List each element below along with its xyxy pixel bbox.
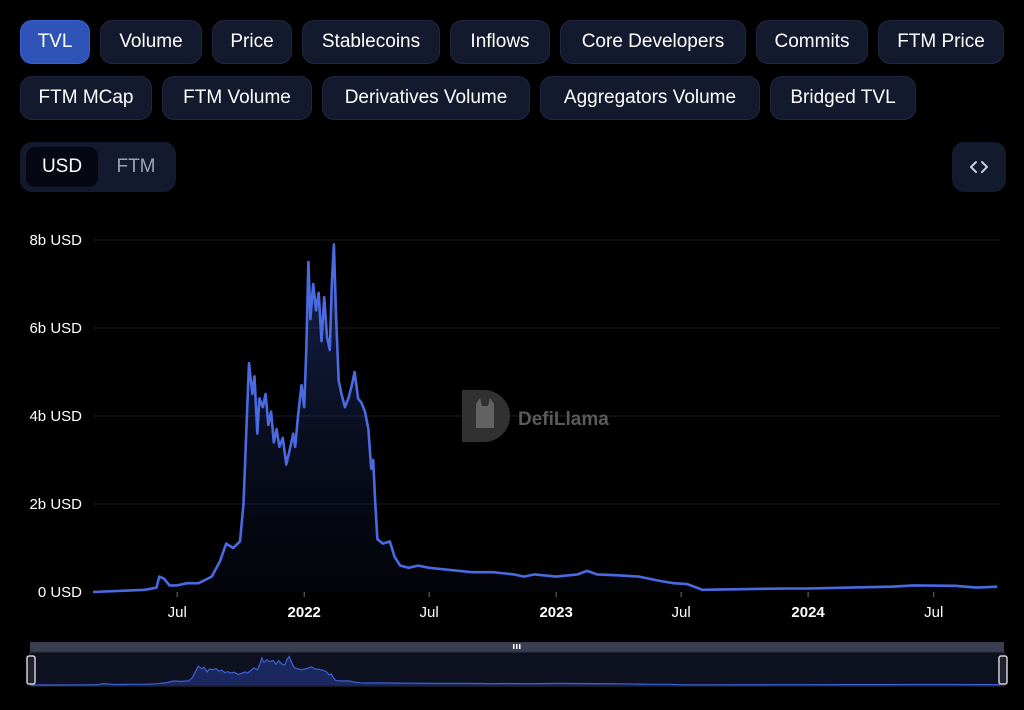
range-selector-preview-area [31,656,1000,685]
y-tick-label: 8b USD [29,232,82,249]
drag-grip-icon[interactable] [513,644,521,649]
watermark: DefiLlama [462,390,609,442]
code-brackets-icon [970,161,988,173]
x-tick-label: Jul [420,604,439,621]
tab-inflows[interactable]: Inflows [450,20,550,64]
tab-derivatives-volume[interactable]: Derivatives Volume [322,76,530,120]
y-tick-label: 6b USD [29,320,82,337]
denomination-usd-option[interactable]: USD [26,147,98,187]
tab-commits[interactable]: Commits [756,20,868,64]
tab-ftm-mcap[interactable]: FTM MCap [20,76,152,120]
tab-bridged-tvl[interactable]: Bridged TVL [770,76,916,120]
tab-ftm-volume[interactable]: FTM Volume [162,76,312,120]
x-tick-label: 2023 [539,604,572,621]
x-tick-label: Jul [168,604,187,621]
x-tick-label: Jul [924,604,943,621]
watermark-text: DefiLlama [518,409,609,430]
x-tick-label: 2024 [791,604,825,621]
tvl-series-line [92,243,998,594]
y-tick-label: 2b USD [29,496,82,513]
range-selector-preview-line [30,655,1000,686]
tab-volume[interactable]: Volume [100,20,202,64]
y-tick-label: 0 USD [38,584,82,601]
denomination-toggle: USD FTM [20,142,176,192]
tab-core-developers[interactable]: Core Developers [560,20,746,64]
x-tick-label: 2022 [288,604,321,621]
tab-ftm-price[interactable]: FTM Price [878,20,1004,64]
tab-aggregators-volume[interactable]: Aggregators Volume [540,76,760,120]
llama-logo-icon [462,390,510,442]
tab-stablecoins[interactable]: Stablecoins [302,20,440,64]
embed-button[interactable] [952,142,1006,192]
range-selector[interactable] [0,636,1024,696]
y-tick-label: 4b USD [29,408,82,425]
range-start-handle[interactable] [26,655,36,685]
tab-price[interactable]: Price [212,20,292,64]
tab-tvl[interactable]: TVL [20,20,90,64]
range-end-handle[interactable] [998,655,1008,685]
denomination-ftm-option[interactable]: FTM [116,156,156,177]
x-tick-label: Jul [672,604,691,621]
tvl-area-fill [93,244,998,592]
